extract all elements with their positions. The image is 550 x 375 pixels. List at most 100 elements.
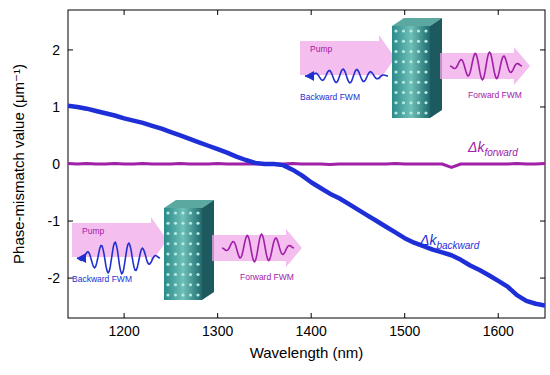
x-tick (404, 313, 405, 318)
y-tick-label: -1 (48, 213, 61, 229)
crystal-hole (181, 273, 184, 276)
inset-label: Backward FWM (300, 92, 360, 102)
crystal-hole (181, 222, 184, 225)
crystal-hole (402, 60, 405, 63)
x-tick (217, 10, 218, 15)
crystal-hole (196, 293, 199, 296)
crystal-hole (174, 232, 177, 235)
crystal-hole (394, 29, 397, 32)
x-tick-label: 1500 (389, 323, 420, 339)
crystal-hole (181, 232, 184, 235)
series-label: Δkbackward (419, 232, 480, 251)
y-tick (68, 49, 73, 50)
crystal-hole (196, 211, 199, 214)
crystal-hole (174, 252, 177, 255)
x-tick (217, 313, 218, 318)
inset-label: Pump (82, 226, 104, 236)
crystal-hole (196, 273, 199, 276)
crystal-hole (409, 111, 412, 114)
crystal-hole (424, 50, 427, 53)
crystal-hole (196, 252, 199, 255)
wave-arrowhead (77, 253, 86, 263)
y-tick (540, 106, 545, 107)
y-tick (540, 221, 545, 222)
crystal-hole (409, 91, 412, 94)
crystal-hole (166, 283, 169, 286)
crystal-hole (174, 283, 177, 286)
beam-arrow (72, 217, 167, 263)
inset: PumpBackward FWMForward FWM (300, 18, 530, 118)
crystal-hole (166, 293, 169, 296)
crystal-hole (394, 81, 397, 84)
x-tick (124, 10, 125, 15)
wave (305, 69, 388, 83)
crystal-hole (189, 232, 192, 235)
x-tick-label: 1200 (109, 323, 140, 339)
inset-label: Forward FWM (240, 272, 294, 282)
crystal-hole (402, 70, 405, 73)
crystal-hole (409, 29, 412, 32)
plot-area (68, 106, 545, 306)
series-line (68, 106, 545, 306)
crystal-hole (174, 263, 177, 266)
crystal-hole (417, 111, 420, 114)
crystal-hole (181, 211, 184, 214)
crystal-hole (417, 81, 420, 84)
crystal-hole (196, 263, 199, 266)
crystal-hole (424, 111, 427, 114)
crystal-hole (424, 29, 427, 32)
x-tick (498, 10, 499, 15)
crystal-hole (417, 91, 420, 94)
crystal-hole (417, 40, 420, 43)
crystal-hole (166, 273, 169, 276)
crystal-hole (174, 211, 177, 214)
crystal-hole (166, 211, 169, 214)
crystal-hole (424, 91, 427, 94)
y-axis-label: Phase-mismatch value (μm⁻¹) (10, 64, 27, 264)
crystal-hole (174, 293, 177, 296)
inset-label: Pump (310, 44, 332, 54)
crystal-hole (196, 222, 199, 225)
crystal-hole (174, 222, 177, 225)
y-tick-label: 1 (52, 99, 60, 115)
x-tick-label: 1600 (483, 323, 514, 339)
beam-arrow (440, 47, 530, 85)
crystal-hole (394, 50, 397, 53)
crystal-hole (189, 293, 192, 296)
crystal-hole (394, 111, 397, 114)
crystal-hole (181, 283, 184, 286)
crystal-hole (174, 273, 177, 276)
inset: Pump Backward FWM Forward FWM (72, 200, 302, 300)
crystal-hole (189, 273, 192, 276)
y-tick-label: 2 (52, 42, 60, 58)
crystal-hole (409, 101, 412, 104)
crystal-hole (196, 242, 199, 245)
crystal-hole (424, 70, 427, 73)
inset-label: Backward FWM (72, 274, 132, 284)
crystal-hole (189, 222, 192, 225)
crystal-hole (189, 211, 192, 214)
series-label-sub: forward (484, 147, 518, 158)
crystal-hole (394, 60, 397, 63)
crystal-hole (402, 50, 405, 53)
crystal-hole (181, 293, 184, 296)
series-label-main: Δk (419, 232, 437, 248)
crystal-hole (189, 283, 192, 286)
wave (222, 234, 294, 262)
series-line (68, 163, 545, 167)
series-label-sub: backward (436, 240, 479, 251)
x-tick (311, 313, 312, 318)
crystal-hole (409, 40, 412, 43)
x-tick (498, 313, 499, 318)
crystal-hole (424, 40, 427, 43)
crystal-hole (402, 111, 405, 114)
crystal-hole (196, 283, 199, 286)
crystal-face (164, 208, 202, 300)
y-tick-label: 0 (52, 156, 60, 172)
crystal-hole (402, 81, 405, 84)
y-tick (540, 278, 545, 279)
crystal-face (392, 26, 430, 118)
crystal-hole (189, 242, 192, 245)
series-label: Δkforward (467, 139, 518, 158)
crystal-hole (196, 232, 199, 235)
